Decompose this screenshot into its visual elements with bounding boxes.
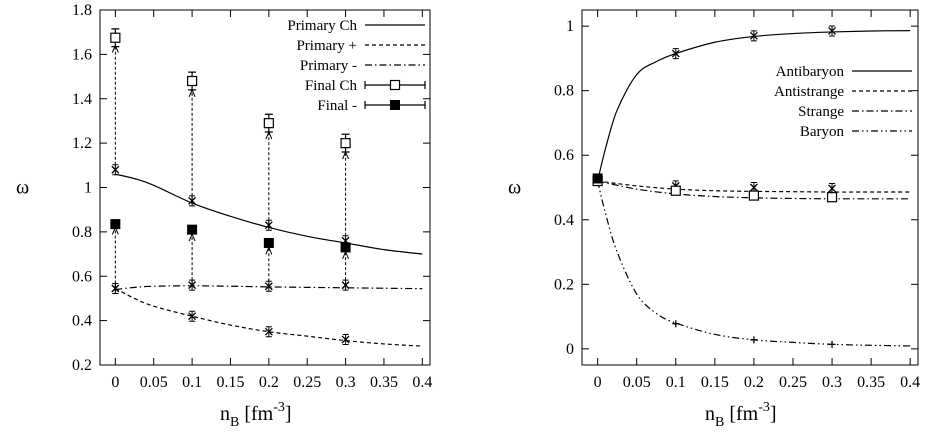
data-point-strange [826, 192, 838, 203]
x-tick-label: 0.35 [857, 374, 885, 391]
plot-frame [581, 9, 919, 366]
y-tick-label: 0.4 [72, 313, 92, 330]
x-tick-label: 0.05 [623, 374, 651, 391]
legend-label: Final Ch [305, 78, 358, 94]
data-point-primary-ch [264, 221, 273, 230]
data-point-antibaryon [749, 31, 758, 40]
y-tick-label: 0.8 [72, 224, 92, 241]
data-point-start [592, 173, 603, 184]
y-tick-label: 1.4 [72, 91, 92, 108]
x-tick-label: 0.4 [412, 374, 432, 391]
x-tick-label: 0.4 [900, 374, 920, 391]
data-point-primary-ch [111, 165, 120, 174]
data-point-antibaryon [828, 27, 837, 35]
x-tick-label: 0.3 [822, 374, 842, 391]
curve-baryon [597, 180, 911, 347]
chart-panel-2: 0 0.05 0.1 0.15 0.2 0.25 0.3 0.35 0.4 0 0.2 0.4 0.6 0… [508, 9, 920, 430]
x-tick-label: 0.05 [140, 374, 168, 391]
y-tick-label: 0.2 [72, 357, 92, 374]
data-point-primary- [341, 281, 350, 290]
legend-label: Baryon [800, 124, 845, 140]
x-tick-label: 0.3 [336, 374, 356, 391]
y-tick-label: 0 [566, 341, 574, 358]
y-tick-label: 1.2 [72, 135, 92, 152]
data-point-baryon [828, 340, 836, 348]
x-tick-label: 0.25 [293, 374, 321, 391]
data-point-primary- [341, 335, 350, 344]
data-point-final- [263, 237, 274, 248]
y-axis-label: ω [16, 177, 29, 199]
data-point-strange [748, 190, 760, 201]
data-point-final-ch [110, 32, 121, 43]
legend-label: Primary Ch [287, 18, 357, 34]
data-point-primary- [188, 312, 197, 321]
x-tick-label: 0 [111, 374, 119, 391]
curve-primary- [115, 285, 423, 291]
data-point-primary- [264, 282, 273, 291]
y-tick-label: 1 [566, 18, 574, 35]
data-point-baryon [672, 320, 680, 328]
data-point-final- [340, 242, 351, 253]
data-point-final-ch [186, 75, 198, 87]
y-tick-label: 0.8 [554, 83, 574, 100]
data-point-primary- [111, 284, 120, 293]
legend-label: Strange [798, 104, 844, 120]
data-point-strange [670, 185, 681, 196]
data-point-primary- [188, 281, 197, 290]
plot-frame [99, 9, 431, 366]
legend-label: Antibaryon [776, 64, 845, 80]
x-axis-label: nB [fm-3] [220, 400, 292, 430]
y-tick-label: 0.2 [554, 276, 574, 293]
data-point-baryon [750, 336, 758, 344]
curve-primary-ch [115, 173, 423, 255]
y-tick-label: 0.6 [72, 268, 92, 285]
legend-marker [389, 79, 401, 91]
y-tick-label: 1 [84, 180, 92, 197]
legend-label: Primary - [300, 58, 357, 74]
data-point-final- [110, 219, 121, 230]
y-tick-label: 0.6 [554, 147, 574, 164]
y-tick-label: 1.6 [72, 46, 92, 63]
legend-label: Antistrange [774, 84, 844, 100]
y-axis-label: ω [508, 177, 521, 199]
x-tick-label: 0.1 [182, 374, 202, 391]
y-tick-label: 0.4 [554, 212, 574, 229]
x-tick-label: 0.2 [744, 374, 764, 391]
x-tick-label: 0 [594, 374, 602, 391]
data-point-antibaryon [671, 49, 680, 58]
data-point-antistrange [749, 183, 758, 192]
y-tick-label: 1.8 [72, 2, 92, 19]
data-point-primary-ch [188, 196, 197, 205]
legend-label: Final - [317, 98, 357, 114]
curve-strange [597, 180, 911, 200]
x-tick-label: 0.2 [259, 374, 279, 391]
data-point-final-ch [263, 118, 274, 129]
x-tick-label: 0.1 [666, 374, 686, 391]
curve-primary- [115, 287, 423, 347]
data-point-antistrange [828, 184, 837, 193]
x-tick-label: 0.35 [370, 374, 398, 391]
x-tick-label: 0.15 [216, 374, 244, 391]
legend-marker [390, 100, 400, 110]
x-tick-label: 0.15 [701, 374, 729, 391]
x-axis-label: nB [fm-3] [705, 400, 777, 430]
curve-antibaryon [597, 30, 911, 182]
chart-panel-1: 0 0.05 0.1 0.15 0.2 0.25 0.3 0.35 0.4 0.2 0.4 0.6 0.… [16, 2, 432, 430]
x-tick-label: 0.25 [779, 374, 807, 391]
legend-label: Primary + [296, 38, 357, 54]
data-point-final-ch [340, 138, 351, 149]
data-point-primary- [264, 327, 273, 336]
data-point-final- [187, 224, 198, 235]
